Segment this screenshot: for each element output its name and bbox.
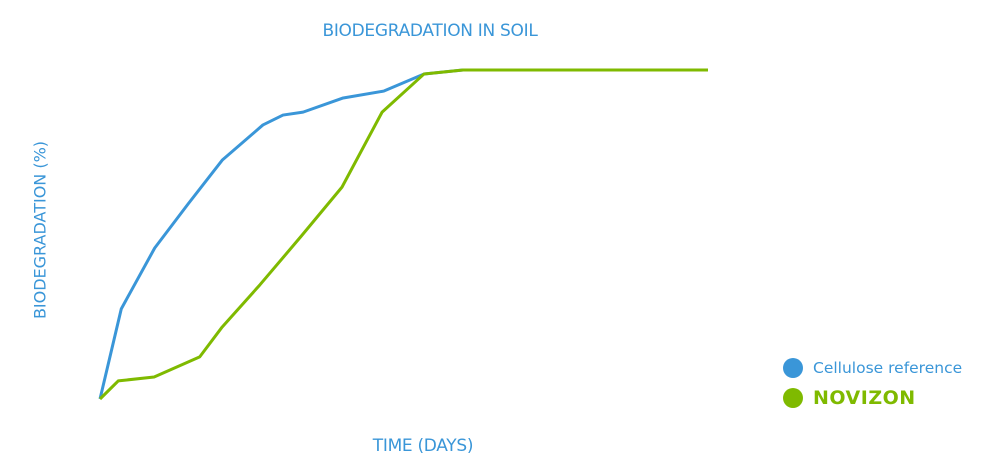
legend-label-novizon: NOVIZON: [813, 387, 916, 409]
legend-marker-cellulose: [783, 358, 803, 378]
x-axis-label: TIME (DAYS): [372, 436, 474, 456]
legend-marker-novizon: [783, 388, 803, 408]
series-line-cellulose: [98, 68, 708, 400]
legend-label-cellulose: Cellulose reference: [813, 359, 963, 377]
series-line-novizon: [98, 68, 708, 401]
legend: Cellulose reference NOVIZON: [783, 353, 962, 413]
chart-title: BIODEGRADATION IN SOIL: [322, 21, 538, 41]
legend-item-novizon: NOVIZON: [783, 383, 962, 413]
legend-item-cellulose: Cellulose reference: [783, 353, 962, 383]
